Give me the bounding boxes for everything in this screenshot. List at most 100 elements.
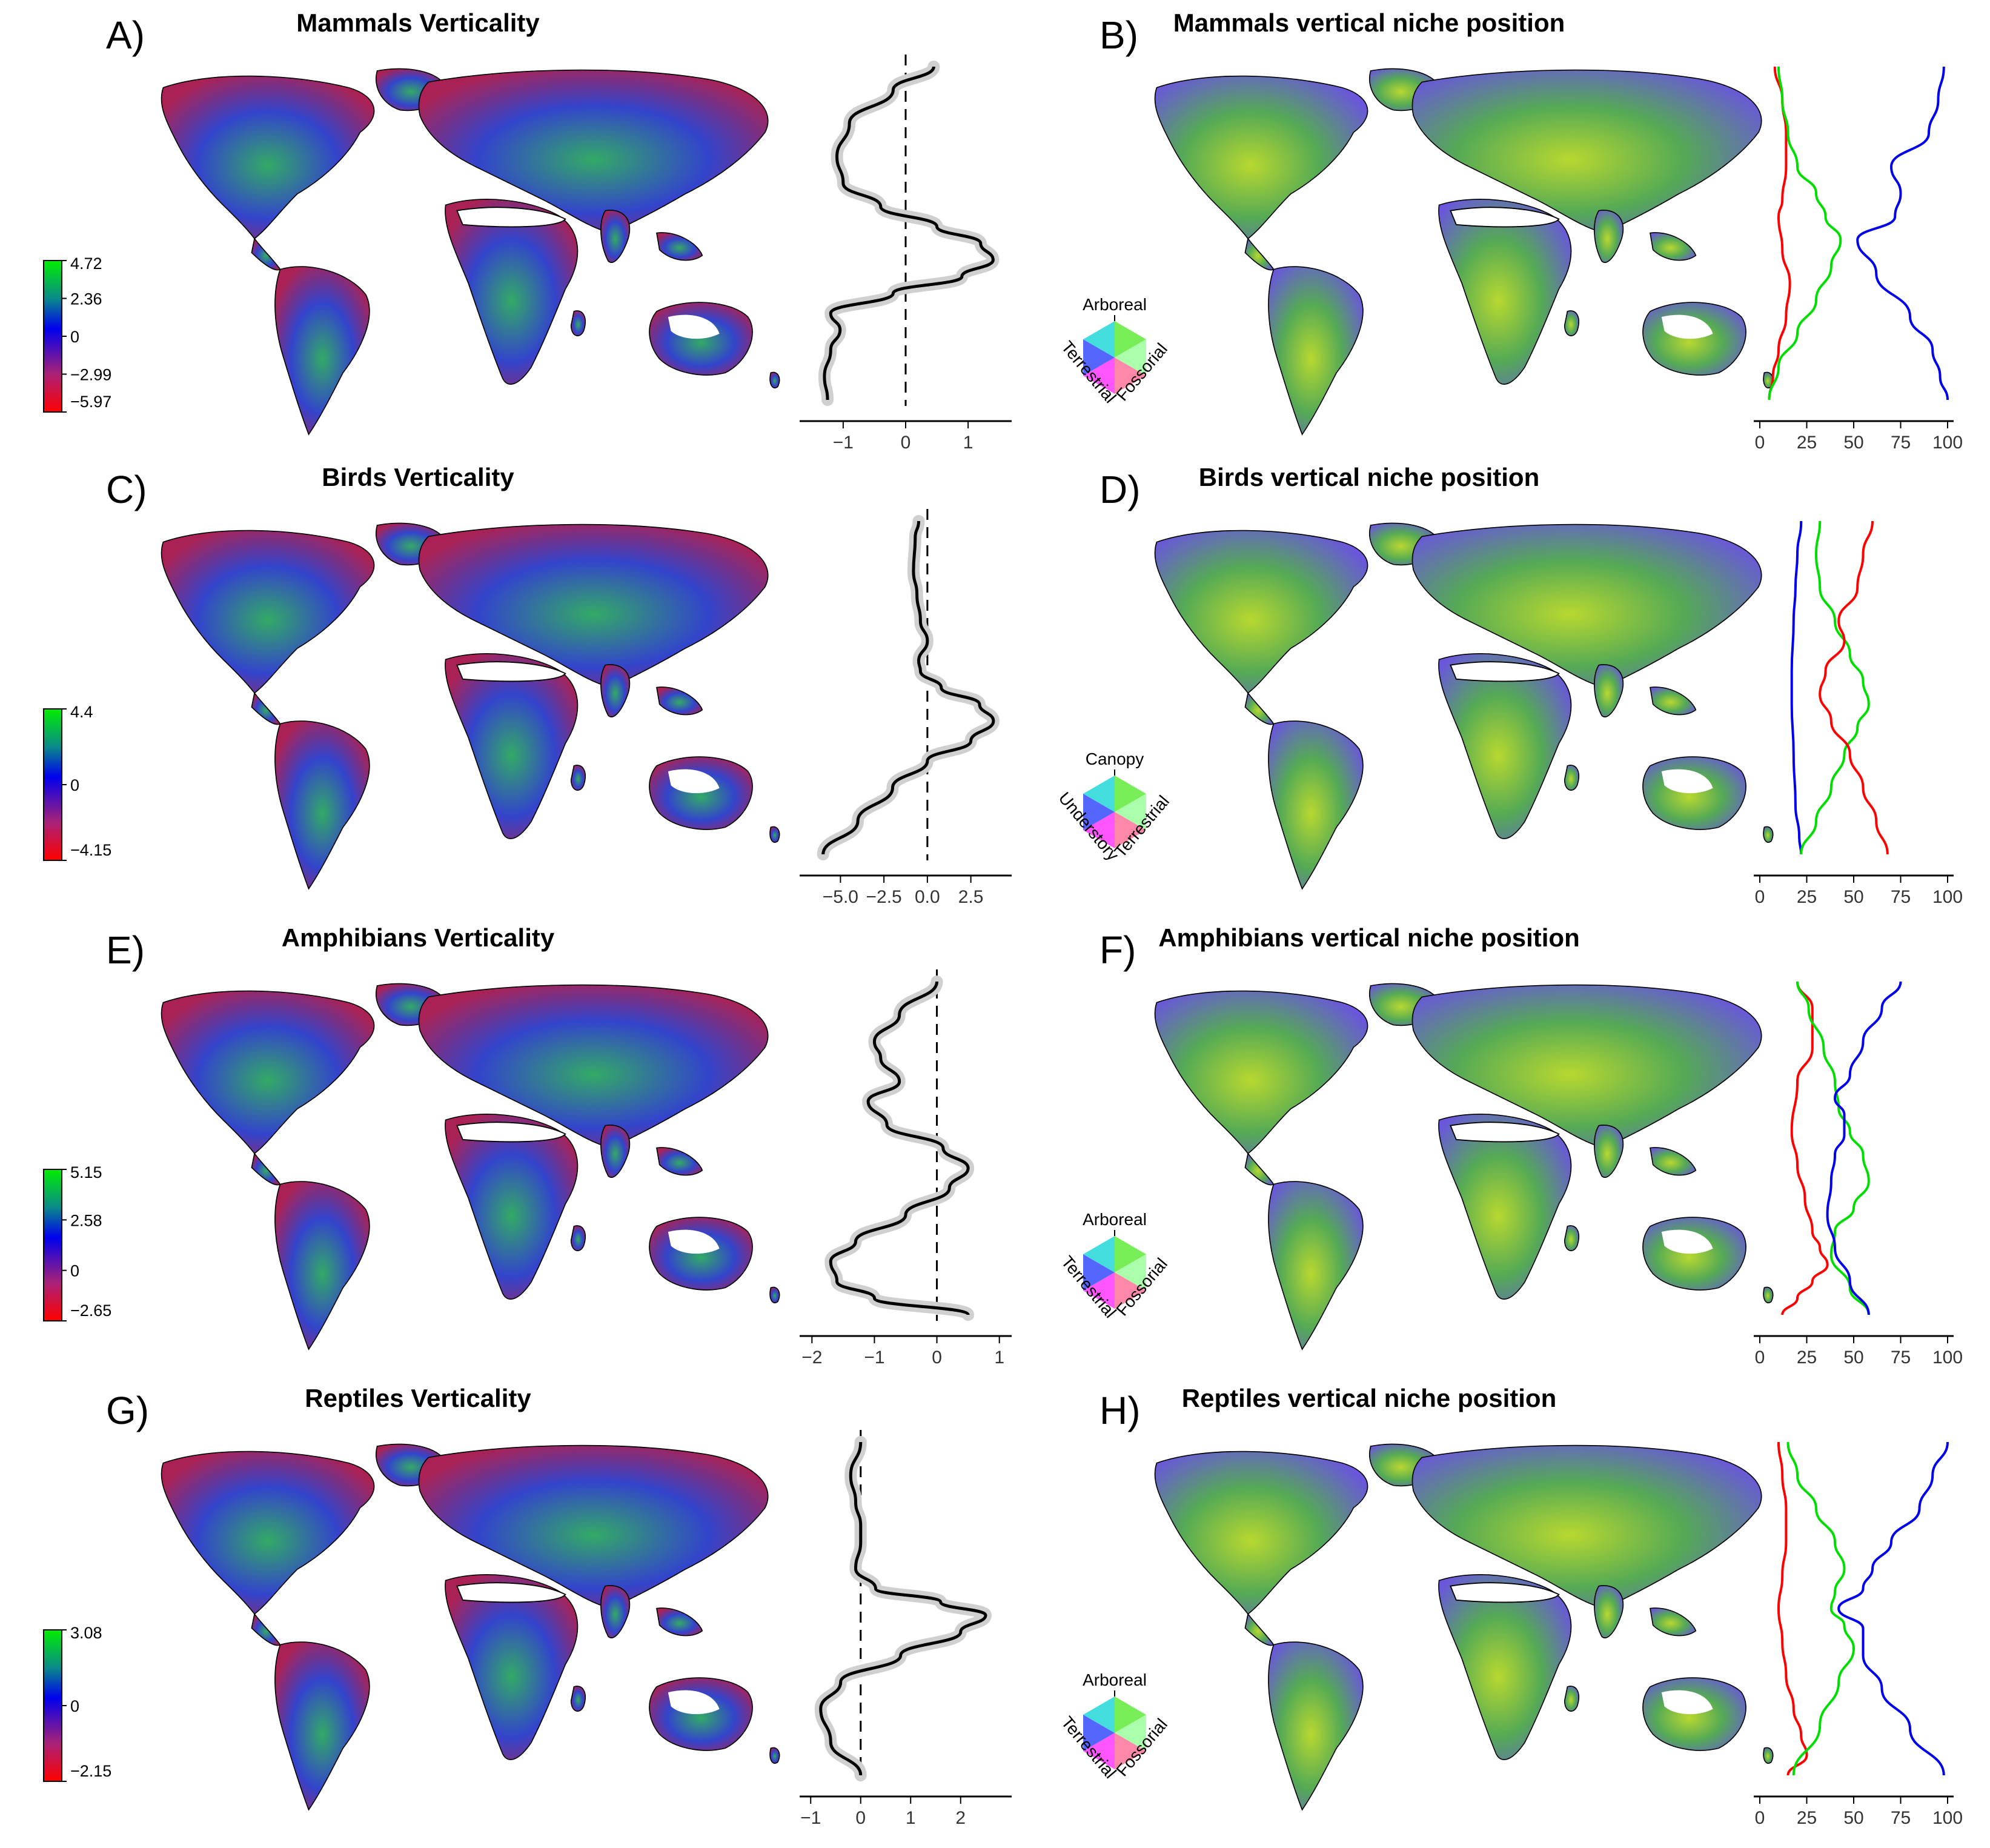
world-map [161, 1443, 780, 1811]
ternary-segment [1083, 357, 1115, 394]
land-mass [1594, 1585, 1624, 1638]
panel-b: B) Mammals vertical niche position Arborea… [1058, 8, 1963, 453]
series-line-black [821, 520, 995, 855]
masked-region [1661, 314, 1713, 339]
panel-h: H) Reptiles vertical niche position Arbore… [1058, 1384, 1963, 1828]
land-mass [418, 523, 769, 688]
ternary-top-label: Arboreal [1083, 1670, 1147, 1689]
land-mass [1268, 1181, 1364, 1351]
land-mass [1244, 691, 1275, 725]
panel-label: E) [106, 928, 145, 972]
x-tick-label: 1 [906, 1808, 916, 1828]
x-tick-label: −2 [801, 1348, 822, 1368]
land-mass [1642, 1217, 1746, 1291]
ternary-segment [1083, 1733, 1115, 1769]
series-line-red [1777, 1441, 1808, 1776]
ternary-segment [1083, 1272, 1115, 1309]
masked-region [1661, 1229, 1713, 1254]
land-mass [274, 266, 370, 436]
x-tick-label: −1 [800, 1808, 821, 1828]
panel-a: A) Mammals Verticality 4.72 2.36 0 −2.99 −5.97… [43, 8, 1012, 453]
land-mass [656, 1147, 703, 1176]
land-mass [161, 1451, 375, 1615]
ternary-top-label: Canopy [1086, 750, 1144, 768]
series-line-blue [1790, 520, 1803, 855]
land-mass [1564, 1225, 1579, 1252]
ternary-segment [1083, 776, 1115, 812]
panel-c: C) Birds Verticality 4.4 0 −4.15 −5.0 −2.5 0.0 2… [43, 463, 1012, 907]
confidence-band [824, 976, 975, 1321]
masked-region [456, 207, 566, 228]
land-mass [1642, 756, 1746, 830]
land-mass [1650, 1607, 1697, 1637]
land-mass [1154, 75, 1368, 240]
series-line-red [1819, 520, 1889, 855]
land-mass [161, 990, 375, 1155]
land-mass [445, 653, 579, 840]
land-mass [418, 1444, 769, 1609]
land-mass [251, 1612, 281, 1646]
colorbar-tick-label: 2.36 [70, 290, 102, 308]
colorbar-tick-label: 0 [70, 1262, 79, 1280]
ternary-segment [1115, 812, 1146, 848]
x-tick-label: 0 [1755, 887, 1765, 907]
land-mass [600, 664, 631, 717]
series-line-black [819, 1441, 987, 1776]
colorbar-tick-label: −5.97 [70, 393, 111, 411]
panel-g: G) Reptiles Verticality 3.08 0 −2.15 −1 0 1 2 [43, 1384, 1012, 1828]
panel-e: E) Amphibians Verticality 5.15 2.58 0 −2.65 −2… [43, 923, 1012, 1368]
x-tick-label: −1 [864, 1348, 884, 1368]
land-mass [445, 1574, 579, 1761]
land-mass [1154, 990, 1368, 1155]
land-mass [1411, 984, 1762, 1149]
masked-region [1450, 207, 1560, 228]
land-mass [1564, 1686, 1579, 1712]
masked-region [668, 1229, 720, 1254]
x-tick-label: 25 [1797, 433, 1817, 453]
land-mass [445, 1114, 579, 1300]
panel-label: C) [106, 468, 147, 511]
land-mass [1268, 1641, 1364, 1811]
colorbar-tick-label: 2.58 [70, 1211, 102, 1229]
land-mass [1244, 1152, 1275, 1186]
colorbar [43, 1169, 62, 1321]
panel-f: F) Amphibians vertical niche position Arbo… [1058, 923, 1963, 1368]
world-map [1154, 68, 1774, 436]
world-map [161, 983, 780, 1351]
land-mass [1564, 765, 1579, 791]
land-mass [1411, 1444, 1762, 1609]
ternary-segment [1083, 812, 1115, 848]
series-line-blue [1826, 981, 1902, 1315]
land-mass [1244, 1612, 1275, 1646]
land-mass [1564, 310, 1579, 337]
masked-region [668, 1690, 720, 1715]
land-mass [1650, 232, 1697, 261]
panel-label: B) [1099, 13, 1138, 57]
panel-title: Birds vertical niche position [1199, 463, 1539, 491]
ternary-top-label: Arboreal [1083, 295, 1147, 314]
land-mass [769, 1747, 780, 1764]
series-line-green [1800, 520, 1870, 855]
colorbar-tick-label: 0 [70, 328, 79, 346]
masked-region [456, 661, 566, 682]
masked-region [1450, 1582, 1560, 1603]
x-tick-label: 75 [1891, 433, 1911, 453]
series-line-black [823, 66, 995, 401]
land-mass [600, 1125, 631, 1178]
x-tick-label: 50 [1843, 887, 1863, 907]
panel-title: Birds Verticality [322, 463, 514, 491]
x-tick-label: 100 [1932, 1348, 1963, 1368]
land-mass [1594, 664, 1624, 717]
x-tick-label: −1 [833, 433, 854, 453]
land-mass [1763, 1747, 1774, 1764]
panel-label: H) [1099, 1389, 1141, 1432]
colorbar [43, 1629, 62, 1782]
land-mass [570, 765, 586, 791]
world-map [161, 68, 780, 436]
series-line-green [1786, 1441, 1856, 1776]
ternary-top-label: Arboreal [1083, 1210, 1147, 1229]
x-tick-label: 1 [994, 1348, 1004, 1368]
land-mass [1154, 1451, 1368, 1615]
ternary-segment [1083, 339, 1115, 376]
x-tick-label: 0 [1755, 433, 1765, 453]
